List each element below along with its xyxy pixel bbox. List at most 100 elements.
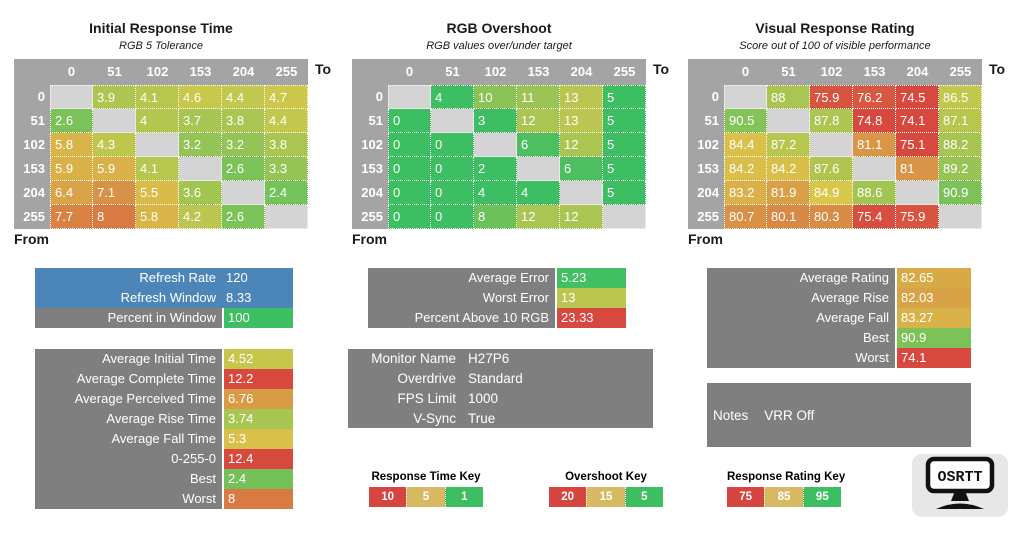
panel-refresh-stats: Refresh Rate 120 Refresh Window 8.33 Percent… <box>35 268 293 328</box>
stat-row: Average Fall Time 5.3 <box>35 429 293 450</box>
col-header: 51 <box>767 59 810 85</box>
panel-rating-stats: Average Rating 82.65 Average Rise 82.03 Aver… <box>707 268 971 368</box>
key-bar: 10 5 1 <box>369 487 483 507</box>
heatmap-cell: 0 <box>431 205 474 229</box>
heatmap-cell: 87.1 <box>939 109 982 133</box>
stat-row: Average Perceived Time 6.76 <box>35 389 293 410</box>
stat-value: 8 <box>222 489 293 509</box>
panel-response-time-stats: Average Initial Time 4.52 Average Complete… <box>35 349 293 509</box>
heatmap-cell: 4.1 <box>136 85 179 109</box>
heatmap-cell: 81.9 <box>767 181 810 205</box>
heatmap-cell: 87.8 <box>810 109 853 133</box>
col-header: 0 <box>724 59 767 85</box>
heatmap-cell: 4 <box>431 85 474 109</box>
stat-value: 12.2 <box>222 369 293 390</box>
axis-label-to: To <box>989 61 1006 77</box>
row-label: 102 <box>352 133 388 157</box>
heatmap-cell <box>388 85 431 109</box>
stat-row: Average Initial Time 4.52 <box>35 349 293 370</box>
stat-label: 0-255-0 <box>35 449 222 470</box>
stat-value: 82.65 <box>895 268 971 289</box>
heatmap-cell: 5 <box>603 181 646 205</box>
heatmap-cell: 4.7 <box>265 85 308 109</box>
stat-label: Worst <box>707 348 895 368</box>
axis-label-from: From <box>352 231 387 247</box>
key-title: Response Time Key <box>371 471 481 483</box>
heatmap-cell: 2.6 <box>222 157 265 181</box>
heatmap-cell <box>560 181 603 205</box>
heatmap-subtitle: RGB 5 Tolerance <box>119 40 203 52</box>
col-header: 204 <box>222 59 265 85</box>
heatmap-grid: 0 51 102 153 204 255 0 3.9 4.1 4.6 4.4 4.7 51 2.6 4 3.7… <box>14 59 308 229</box>
panel-monitor-info: Monitor Name H27P6 Overdrive Standard FPS Li… <box>348 349 653 428</box>
heatmap-cell: 6 <box>560 157 603 181</box>
key-title: Response Rating Key <box>727 471 846 483</box>
stat-row: Refresh Rate 120 <box>35 268 293 288</box>
stat-row: Percent Above 10 RGB 23.33 <box>368 308 626 328</box>
stat-label: Average Error <box>368 268 555 289</box>
heatmap-cell: 5.5 <box>136 181 179 205</box>
stat-label: Average Rise Time <box>35 409 222 430</box>
heatmap-cell: 90.9 <box>939 181 982 205</box>
heatmap-cell <box>93 109 136 133</box>
stat-value: 4.52 <box>222 349 293 370</box>
info-row: Overdrive Standard <box>348 369 653 389</box>
heatmap-cell: 7.7 <box>50 205 93 229</box>
row-label: 51 <box>352 109 388 133</box>
axis-label-to: To <box>653 61 670 77</box>
info-value: Standard <box>468 371 523 387</box>
stat-value: 74.1 <box>895 348 971 368</box>
heatmap-cell <box>517 157 560 181</box>
heatmap-initial-response-time: Initial Response Time RGB 5 Tolerance To… <box>14 0 346 252</box>
axis-label-from: From <box>688 231 723 247</box>
heatmap-cell <box>939 205 982 229</box>
heatmap-cell: 0 <box>388 205 431 229</box>
heatmap-cell: 5 <box>603 133 646 157</box>
heatmap-cell: 74.8 <box>853 109 896 133</box>
col-header: 51 <box>93 59 136 85</box>
heatmap-cell: 80.1 <box>767 205 810 229</box>
key-overshoot: Overshoot Key 20 15 5 <box>549 471 663 507</box>
heatmap-cell: 75.9 <box>810 85 853 109</box>
heatmap-cell: 83.2 <box>724 181 767 205</box>
heatmap-cell: 75.4 <box>853 205 896 229</box>
heatmap-cell: 4.6 <box>179 85 222 109</box>
heatmap-cell: 4 <box>517 181 560 205</box>
stat-row: Best 90.9 <box>707 328 971 349</box>
panel-notes: Notes VRR Off <box>707 383 971 447</box>
heatmap-cell: 81.1 <box>853 133 896 157</box>
heatmap-cell: 3.8 <box>222 109 265 133</box>
stat-value: 12.4 <box>222 449 293 470</box>
heatmap-cell: 4 <box>136 109 179 133</box>
stat-label: Percent Above 10 RGB <box>368 308 555 328</box>
corner-cell <box>14 59 50 85</box>
heatmap-title: Visual Response Rating <box>755 20 915 36</box>
heatmap-cell: 12 <box>560 133 603 157</box>
info-row: V-Sync True <box>348 408 653 428</box>
heatmap-cell: 88 <box>767 85 810 109</box>
heatmap-cell <box>179 157 222 181</box>
col-header: 204 <box>896 59 939 85</box>
heatmap-rgb-overshoot: RGB Overshoot RGB values over/under targ… <box>352 0 684 252</box>
heatmap-visual-response-rating: Visual Response Rating Score out of 100 … <box>688 0 1020 252</box>
stat-value: 23.33 <box>555 308 626 328</box>
row-label: 255 <box>688 205 724 229</box>
heatmap-cell: 11 <box>517 85 560 109</box>
stat-row: Worst Error 13 <box>368 288 626 309</box>
axis-label-from: From <box>14 231 49 247</box>
heatmap-cell: 74.5 <box>896 85 939 109</box>
row-label: 0 <box>14 85 50 109</box>
col-header: 153 <box>517 59 560 85</box>
key-bar: 20 15 5 <box>549 487 663 507</box>
heatmap-cell: 0 <box>431 133 474 157</box>
stat-row: Best 2.4 <box>35 469 293 490</box>
heatmap-cell: 12 <box>517 205 560 229</box>
stat-value: 5.23 <box>555 268 626 289</box>
stat-value: 100 <box>222 308 293 328</box>
heatmap-cell: 10 <box>474 85 517 109</box>
heatmap-cell: 87.6 <box>810 157 853 181</box>
heatmap-cell: 0 <box>431 157 474 181</box>
stat-row: Average Fall 83.27 <box>707 308 971 329</box>
col-header: 204 <box>560 59 603 85</box>
